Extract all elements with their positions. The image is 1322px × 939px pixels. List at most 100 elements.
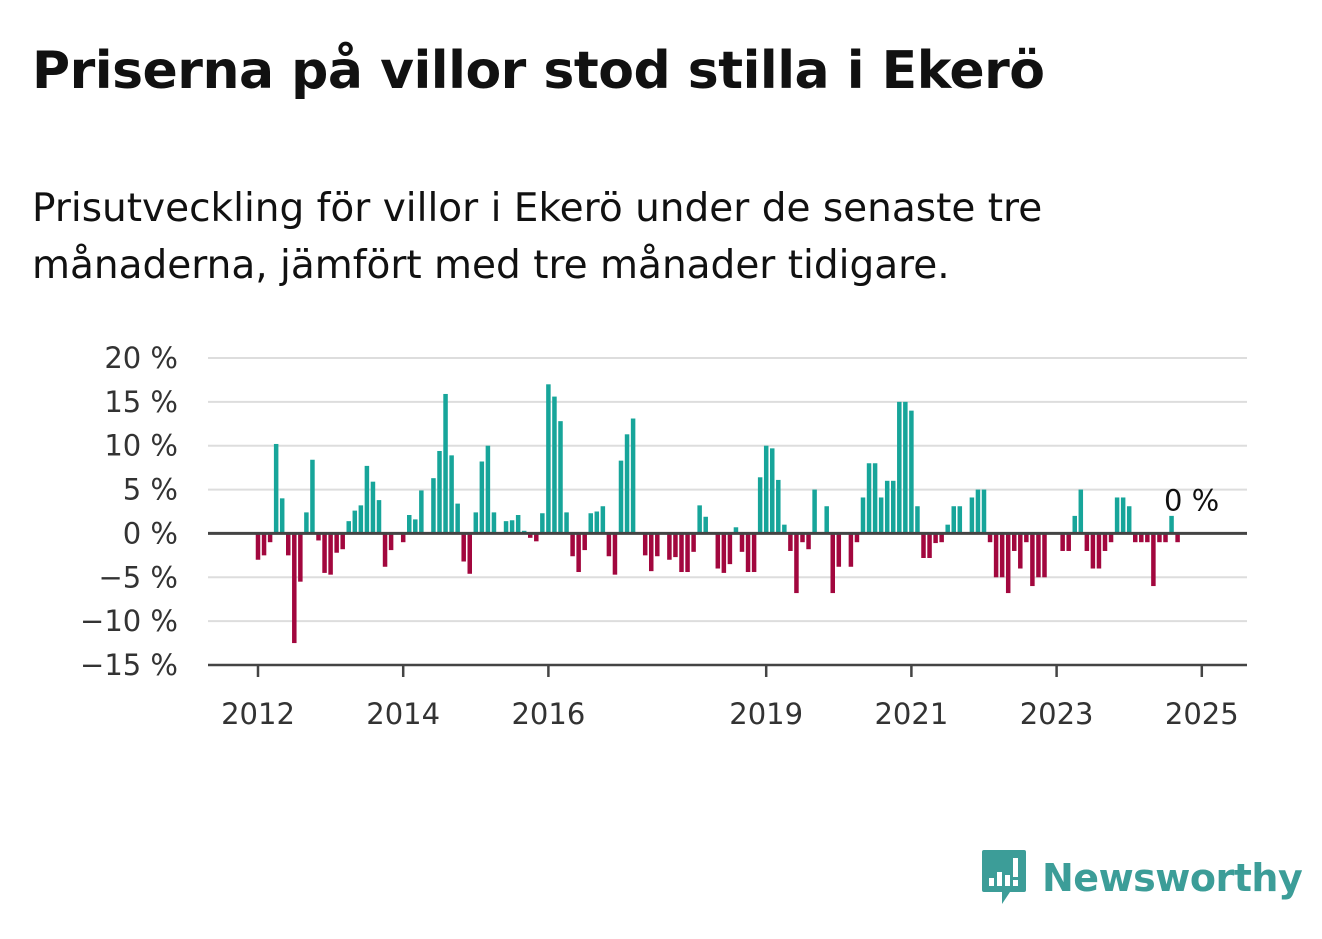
bar	[340, 533, 345, 550]
x-tick-label: 2019	[729, 697, 803, 731]
x-tick-label: 2025	[1165, 697, 1239, 731]
bar	[957, 506, 963, 534]
bar	[334, 533, 339, 553]
bar	[606, 533, 612, 557]
bar	[897, 401, 902, 534]
bar	[1024, 533, 1029, 543]
x-tick-label: 2021	[874, 697, 948, 731]
bar	[279, 498, 285, 534]
bar	[927, 533, 932, 558]
bar	[255, 533, 261, 560]
bar	[999, 533, 1005, 578]
y-tick-label: 0 %	[123, 516, 178, 550]
bar	[1090, 533, 1096, 569]
bar	[546, 384, 551, 534]
bar	[891, 480, 896, 534]
bar	[860, 497, 866, 534]
bar	[479, 461, 485, 534]
bar	[515, 515, 521, 534]
bar	[443, 393, 448, 534]
bar	[298, 533, 303, 582]
bar	[400, 533, 406, 543]
bar	[1066, 533, 1071, 551]
bar	[600, 506, 606, 534]
bar	[776, 479, 781, 534]
bar	[455, 503, 460, 534]
x-tick-label: 2023	[1020, 697, 1094, 731]
bar	[612, 533, 618, 575]
bar	[655, 533, 660, 557]
bar	[1078, 489, 1084, 534]
bar	[1030, 533, 1035, 587]
bar	[267, 533, 273, 543]
bar	[528, 533, 533, 538]
bar	[588, 513, 593, 534]
latest-value-label: 0 %	[1164, 483, 1219, 517]
bar	[388, 533, 394, 551]
bar	[534, 533, 539, 542]
bar	[945, 524, 950, 534]
bar	[703, 516, 708, 534]
bar	[558, 421, 563, 534]
bar	[715, 533, 721, 569]
gridlines	[208, 357, 1247, 623]
bar	[1102, 533, 1108, 551]
bar	[770, 448, 775, 534]
bar	[933, 533, 938, 544]
bar	[642, 533, 648, 556]
bar	[407, 515, 412, 534]
x-tick-label: 2014	[366, 697, 440, 731]
bar	[830, 533, 835, 594]
bar	[866, 463, 872, 534]
bar	[878, 497, 884, 534]
bar	[1139, 533, 1144, 543]
bar	[292, 533, 297, 644]
bar	[316, 533, 321, 541]
bar	[951, 506, 956, 534]
bar	[413, 519, 418, 534]
y-tick-label: 15 %	[104, 385, 178, 419]
bar	[1145, 533, 1150, 543]
bar	[824, 506, 829, 534]
bar	[261, 533, 267, 556]
y-tick-label: −10 %	[80, 604, 178, 638]
bar	[273, 443, 279, 534]
bar	[1114, 497, 1120, 534]
bar	[370, 481, 376, 534]
bars	[255, 384, 1180, 644]
bar	[1169, 515, 1174, 534]
bar	[419, 490, 424, 534]
bar	[848, 533, 854, 567]
bar	[1018, 533, 1023, 569]
bar	[685, 533, 690, 573]
bar	[467, 533, 472, 574]
bar	[376, 500, 382, 534]
bar	[485, 445, 491, 534]
bar	[570, 533, 575, 557]
bar	[328, 533, 333, 575]
bar	[939, 533, 944, 543]
axes: 20 % 15 % 10 % 5 % 0 % −5 % −10 % −15 % 2012 2014…	[80, 341, 1247, 731]
bar	[727, 533, 733, 565]
bar	[1072, 515, 1077, 534]
bar	[679, 533, 684, 573]
bar	[358, 505, 364, 534]
bar	[1126, 506, 1132, 534]
bar-chart: 20 % 15 % 10 % 5 % 0 % −5 % −10 % −15 % 2012 2014…	[80, 341, 1247, 731]
y-tick-label: 10 %	[104, 429, 178, 463]
bar	[800, 533, 805, 543]
bar	[733, 527, 739, 534]
bar	[1096, 533, 1102, 569]
bar	[1163, 533, 1168, 543]
bar	[794, 533, 799, 594]
bar	[310, 459, 315, 534]
chart-subtitle: Prisutveckling för villor i Ekerö under …	[32, 186, 1043, 288]
bar	[1108, 533, 1114, 543]
newsworthy-logo-icon	[982, 850, 1026, 904]
bar	[503, 521, 509, 534]
bar	[915, 506, 920, 534]
bar	[1060, 533, 1065, 551]
bar	[981, 489, 987, 534]
bar	[491, 512, 497, 534]
bar	[782, 524, 787, 534]
